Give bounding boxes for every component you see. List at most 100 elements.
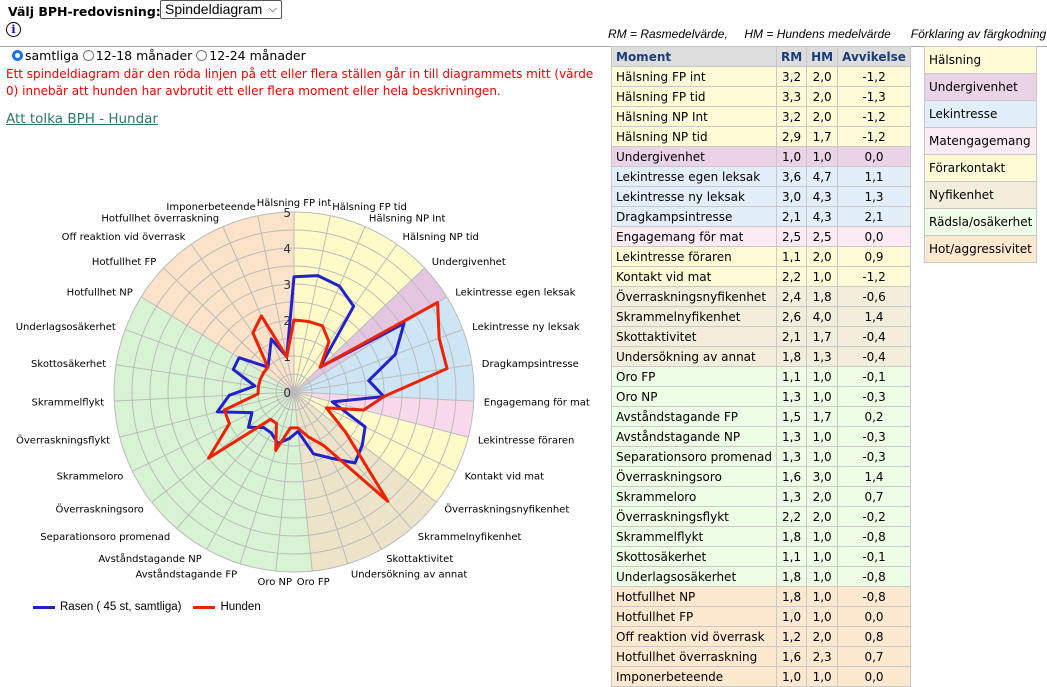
axis-label: Oro FP	[297, 577, 330, 588]
cell-rm: 1,0	[775, 666, 808, 687]
table-row: Avståndstagande FP 1,5 1,7 0,2	[611, 406, 911, 427]
cell-rm: 2,2	[775, 506, 808, 527]
cell-avv: 0,0	[837, 666, 911, 687]
cell-hm: 1,0	[806, 586, 839, 607]
cell-hm: 1,0	[806, 446, 839, 467]
legend-item-lek: Lekintresse	[923, 100, 1038, 128]
table-row: Hälsning NP tid 2,9 1,7 -1,2	[611, 126, 911, 147]
axis-label: Avståndstagande FP	[135, 567, 237, 580]
radio-button[interactable]	[12, 50, 23, 61]
cell-avv: -1,2	[837, 106, 911, 127]
cell-hm: 2,5	[806, 226, 839, 247]
cell-rm: 1,5	[775, 406, 808, 427]
axis-label: Engagemang för mat	[484, 398, 590, 409]
cell-rm: 1,1	[775, 246, 808, 267]
cell-moment: Hotfullhet FP	[611, 606, 777, 627]
cell-avv: 0,8	[837, 626, 911, 647]
grid-spoke	[293, 329, 463, 393]
cell-rm: 1,0	[775, 146, 808, 167]
report-type-select[interactable]: Spindeldiagram ⌵	[160, 0, 282, 19]
cell-avv: 0,0	[837, 226, 911, 247]
cell-hm: 1,0	[806, 266, 839, 287]
axis-label: Undersökning av annat	[351, 569, 468, 580]
tick-label: 4	[283, 242, 291, 256]
series-hunden	[207, 300, 449, 503]
axis-label: Överraskningsoro	[55, 502, 143, 515]
help-link[interactable]: Att tolka BPH - Hundar	[6, 111, 158, 127]
table-row: Lekintresse föraren 1,1 2,0 0,9	[611, 246, 911, 267]
cell-avv: -0,8	[837, 566, 911, 587]
grid-spoke	[275, 391, 295, 572]
cell-moment: Hotfullhet överraskning	[611, 646, 777, 667]
axis-label: Underlagsosäkerhet	[16, 322, 116, 333]
axis-label: Skrammeloro	[56, 472, 123, 483]
cell-hm: 1,0	[806, 426, 839, 447]
filter-option[interactable]: 12-24 månader	[196, 48, 306, 63]
cell-hm: 1,0	[806, 366, 839, 387]
tick-label: 5	[283, 206, 291, 220]
radio-button[interactable]	[196, 50, 208, 61]
table-row: Hotfullhet överraskning 1,6 2,3 0,7	[611, 646, 911, 667]
cell-hm: 1,0	[806, 526, 839, 547]
cell-moment: Dragkampsintresse	[611, 206, 777, 227]
cell-avv: 0,2	[837, 406, 911, 427]
grid-spoke	[151, 391, 295, 503]
cell-avv: 0,9	[837, 246, 911, 267]
axis-label: Separationsoro promenad	[40, 532, 170, 543]
axis-label: Avståndstagande NP	[98, 552, 201, 565]
cell-rm: 2,5	[775, 226, 808, 247]
table-row: Skottaktivitet 2,1 1,7 -0,4	[611, 326, 911, 347]
cell-rm: 2,1	[775, 206, 808, 227]
cell-moment: Imponerbeteende	[611, 666, 777, 687]
axis-label: Lekintresse ny leksak	[472, 322, 580, 333]
table-row: Överraskningsoro 1,6 3,0 1,4	[611, 466, 911, 487]
cell-rm: 1,6	[775, 466, 808, 487]
results-table: Moment RM HM Avvikelse Hälsning FP int 3,2 2,0…	[611, 46, 911, 687]
warning-text: Ett spindeldiagram där den röda linjen p…	[6, 67, 594, 98]
grid-spoke	[293, 243, 398, 393]
axis-label: Skrammelnyfikenhet	[418, 532, 522, 543]
table-row: Skrammelnyfikenhet 2,6 4,0 1,4	[611, 306, 911, 327]
grid-spoke	[125, 329, 295, 393]
cell-rm: 2,1	[775, 326, 808, 347]
legend-item-forar: Förarkontakt	[923, 154, 1038, 182]
cell-hm: 2,0	[806, 486, 839, 507]
grid-spoke	[293, 391, 349, 564]
table-row: Lekintresse ny leksak 3,0 4,3 1,3	[611, 186, 911, 207]
cell-rm: 3,0	[775, 186, 808, 207]
cell-hm: 1,0	[806, 666, 839, 687]
grid-spoke	[132, 391, 295, 472]
table-row: Undergivenhet 1,0 1,0 0,0	[611, 146, 911, 167]
cell-hm: 1,7	[806, 406, 839, 427]
tick-label: 0	[283, 386, 291, 400]
axis-label: Hälsning FP tid	[332, 202, 407, 213]
axis-label: Dragkampsintresse	[482, 359, 579, 370]
legend-item-nyfiken: Nyfikenhet	[923, 181, 1038, 209]
filter-option[interactable]: samtliga	[12, 48, 79, 63]
cell-rm: 3,2	[775, 106, 808, 127]
cell-moment: Avståndstagande FP	[611, 406, 777, 427]
table-row: Oro FP 1,1 1,0 -0,1	[611, 366, 911, 387]
table-row: Hälsning FP int 3,2 2,0 -1,2	[611, 66, 911, 87]
cell-hm: 4,3	[806, 186, 839, 207]
filter-option[interactable]: 12-18 månader	[82, 48, 192, 63]
axis-label: Hälsning FP int	[257, 198, 332, 209]
cell-moment: Skottaktivitet	[611, 326, 777, 347]
cell-rm: 2,4	[775, 286, 808, 307]
cell-avv: -1,3	[837, 86, 911, 107]
sector-lek	[294, 329, 472, 392]
cell-moment: Överraskningsflykt	[611, 506, 777, 527]
axis-label: Hotfullhet FP	[92, 257, 156, 268]
axis-label: Off reaktion vid överrask	[62, 232, 186, 243]
table-row: Skrammelflykt 1,8 1,0 -0,8	[611, 526, 911, 547]
cell-hm: 2,0	[806, 106, 839, 127]
sector-radsla	[116, 329, 294, 392]
grid-spoke	[114, 391, 295, 402]
cell-rm: 1,3	[775, 426, 808, 447]
grid-spoke	[222, 226, 295, 393]
radio-button[interactable]	[82, 50, 94, 61]
info-icon[interactable]: i	[6, 22, 21, 37]
cell-moment: Oro NP	[611, 386, 777, 407]
table-row: Hälsning NP Int 3,2 2,0 -1,2	[611, 106, 911, 127]
